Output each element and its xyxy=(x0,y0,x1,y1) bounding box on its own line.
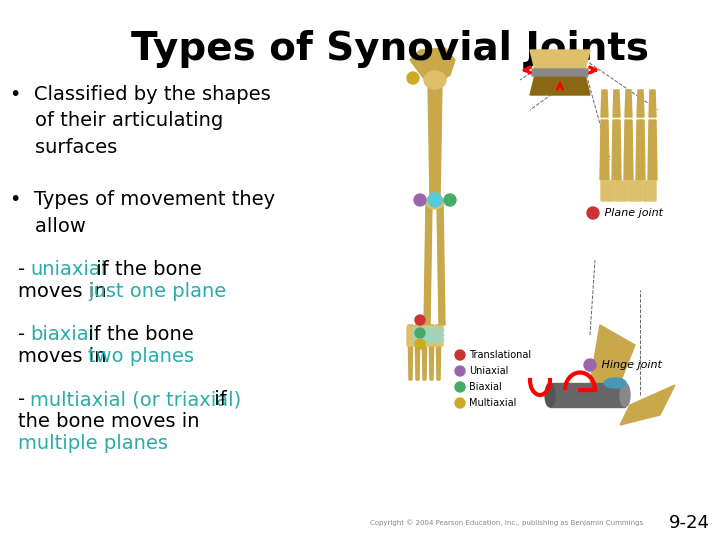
FancyBboxPatch shape xyxy=(434,326,443,346)
FancyBboxPatch shape xyxy=(629,181,642,201)
Polygon shape xyxy=(648,120,657,180)
Polygon shape xyxy=(422,325,427,380)
Circle shape xyxy=(415,339,425,349)
Ellipse shape xyxy=(426,195,444,209)
Ellipse shape xyxy=(604,378,626,388)
Polygon shape xyxy=(408,325,413,380)
FancyBboxPatch shape xyxy=(407,326,416,346)
Text: Biaxial: Biaxial xyxy=(469,382,502,392)
Ellipse shape xyxy=(545,383,555,407)
Polygon shape xyxy=(410,48,455,82)
Circle shape xyxy=(455,398,465,408)
FancyBboxPatch shape xyxy=(615,181,628,201)
Polygon shape xyxy=(428,82,442,200)
FancyBboxPatch shape xyxy=(643,181,656,201)
Polygon shape xyxy=(530,50,590,70)
Text: Plane joint: Plane joint xyxy=(601,208,663,218)
Polygon shape xyxy=(429,325,434,380)
Polygon shape xyxy=(600,120,609,180)
Polygon shape xyxy=(415,325,420,380)
FancyBboxPatch shape xyxy=(425,326,434,346)
Text: multiaxial (or triaxial): multiaxial (or triaxial) xyxy=(30,390,241,409)
Circle shape xyxy=(444,194,456,206)
Text: the bone moves in: the bone moves in xyxy=(18,412,199,431)
FancyBboxPatch shape xyxy=(601,181,614,201)
Text: moves in: moves in xyxy=(18,347,113,366)
Text: if: if xyxy=(208,390,227,409)
Polygon shape xyxy=(612,120,621,180)
Polygon shape xyxy=(590,325,635,383)
FancyBboxPatch shape xyxy=(532,69,588,76)
Circle shape xyxy=(415,328,425,338)
Polygon shape xyxy=(601,90,608,117)
Polygon shape xyxy=(436,325,441,380)
Text: uniaxial: uniaxial xyxy=(30,260,107,279)
Polygon shape xyxy=(624,120,633,180)
Polygon shape xyxy=(625,90,632,117)
Text: Copyright © 2004 Pearson Education, Inc., publishing as Benjamin Cummings: Copyright © 2004 Pearson Education, Inc.… xyxy=(370,519,643,526)
Ellipse shape xyxy=(424,71,446,89)
Polygon shape xyxy=(530,75,590,95)
Text: two planes: two planes xyxy=(88,347,194,366)
Polygon shape xyxy=(637,90,644,117)
Text: -: - xyxy=(18,260,32,279)
Circle shape xyxy=(407,72,419,84)
Text: just one plane: just one plane xyxy=(88,282,226,301)
Text: Translational: Translational xyxy=(469,350,531,360)
Text: moves in: moves in xyxy=(18,282,113,301)
Circle shape xyxy=(414,194,426,206)
Circle shape xyxy=(455,366,465,376)
Circle shape xyxy=(584,359,596,371)
Text: Uniaxial: Uniaxial xyxy=(469,366,508,376)
Text: Hinge joint: Hinge joint xyxy=(598,360,662,370)
Circle shape xyxy=(455,350,465,360)
Text: 9-24: 9-24 xyxy=(669,514,710,532)
Circle shape xyxy=(587,207,599,219)
Polygon shape xyxy=(550,383,625,407)
Polygon shape xyxy=(613,90,620,117)
Polygon shape xyxy=(649,90,656,117)
Text: •  Types of movement they
    allow: • Types of movement they allow xyxy=(10,190,275,235)
Circle shape xyxy=(428,193,442,207)
Text: if the bone: if the bone xyxy=(90,260,202,279)
Text: •  Classified by the shapes
    of their articulating
    surfaces: • Classified by the shapes of their arti… xyxy=(10,85,271,157)
Polygon shape xyxy=(620,385,675,425)
Ellipse shape xyxy=(412,332,444,338)
Polygon shape xyxy=(437,202,445,325)
Polygon shape xyxy=(424,202,432,325)
Text: multiple planes: multiple planes xyxy=(18,434,168,453)
Text: -: - xyxy=(18,390,32,409)
Circle shape xyxy=(415,315,425,325)
FancyBboxPatch shape xyxy=(416,326,425,346)
Text: -: - xyxy=(18,325,32,344)
Text: Types of Synovial Joints: Types of Synovial Joints xyxy=(131,30,649,68)
Text: Multiaxial: Multiaxial xyxy=(469,398,516,408)
Text: if the bone: if the bone xyxy=(82,325,194,344)
Ellipse shape xyxy=(412,337,444,343)
Text: biaxial: biaxial xyxy=(30,325,94,344)
Polygon shape xyxy=(636,120,645,180)
Ellipse shape xyxy=(412,327,444,333)
Ellipse shape xyxy=(620,383,630,407)
Circle shape xyxy=(455,382,465,392)
